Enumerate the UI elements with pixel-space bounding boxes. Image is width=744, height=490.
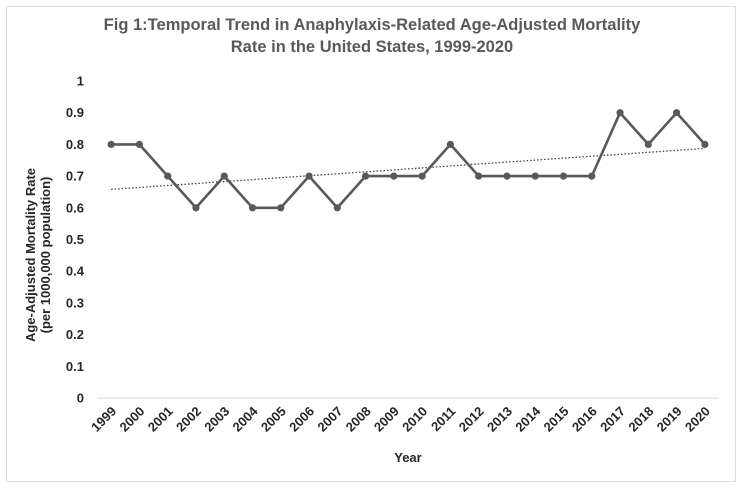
x-tick-label: 2015 — [541, 404, 572, 435]
data-point — [531, 172, 539, 180]
data-point — [192, 204, 200, 212]
data-point — [644, 140, 652, 148]
data-point — [361, 172, 370, 180]
x-tick-label: 2020 — [682, 404, 713, 435]
data-point — [305, 172, 313, 180]
data-point — [220, 172, 228, 180]
data-point — [701, 140, 709, 148]
data-point — [135, 140, 144, 148]
x-tick-label: 2019 — [654, 404, 685, 435]
data-point — [277, 204, 285, 212]
x-tick-label: 2003 — [201, 404, 232, 435]
y-tick-label: 0.2 — [66, 327, 84, 342]
x-tick-label: 2016 — [569, 404, 600, 435]
x-tick-label: 2006 — [286, 404, 317, 435]
x-tick-label: 2001 — [145, 404, 176, 435]
y-axis-label-line-1: Age-Adjusted Mortality Rate — [23, 168, 38, 342]
x-tick-label: 2012 — [456, 404, 487, 435]
y-tick-label: 0.6 — [66, 200, 84, 215]
y-axis-label-line-2: (per 1000,000 population) — [38, 177, 53, 334]
data-point — [559, 172, 568, 180]
x-tick-label: 1999 — [88, 404, 119, 435]
y-tick-label: 0.5 — [66, 232, 84, 247]
y-tick-label: 0.9 — [66, 105, 84, 120]
data-point — [446, 140, 455, 148]
data-point — [418, 172, 426, 180]
chart-frame — [6, 6, 736, 482]
y-tick-label: 0.8 — [66, 137, 84, 152]
chart-title-line-2: Rate in the United States, 1999-2020 — [230, 38, 514, 56]
x-tick-label: 2013 — [484, 404, 515, 435]
y-tick-label: 0 — [77, 391, 84, 406]
series-line — [111, 111, 706, 210]
x-axis-label: Year — [394, 450, 421, 465]
data-point — [333, 204, 341, 212]
data-point — [616, 109, 624, 117]
x-tick-label: 2004 — [230, 403, 262, 435]
x-tick-label: 2011 — [428, 404, 459, 435]
x-tick-label: 2008 — [343, 404, 374, 435]
chart-title: Fig 1:Temporal Trend in Anaphylaxis-Rela… — [0, 14, 744, 58]
x-tick-label: 2010 — [399, 404, 430, 435]
x-tick-label: 2000 — [116, 404, 147, 435]
x-tick-label: 2014 — [512, 403, 544, 435]
data-point — [107, 140, 115, 148]
x-axis-ticks: 1999200020012002200320042005200620072008… — [88, 403, 713, 435]
y-tick-label: 0.1 — [66, 359, 84, 374]
x-tick-label: 2007 — [314, 404, 345, 435]
y-tick-label: 0.4 — [66, 264, 85, 279]
chart-title-line-1: Fig 1:Temporal Trend in Anaphylaxis-Rela… — [103, 16, 641, 34]
data-point — [248, 204, 257, 212]
trendline — [111, 147, 705, 191]
data-point — [503, 172, 511, 180]
data-point — [672, 109, 681, 117]
series-group — [107, 109, 709, 212]
data-point — [164, 172, 172, 180]
y-tick-label: 0.3 — [66, 295, 84, 310]
y-tick-label: 0.7 — [66, 169, 84, 184]
x-tick-label: 2002 — [173, 404, 204, 435]
x-tick-label: 2005 — [258, 404, 289, 435]
x-tick-label: 2018 — [625, 404, 656, 435]
data-point — [390, 172, 398, 180]
y-axis-ticks: 0 0.1 0.2 0.3 0.4 0.5 0.6 0.7 0.8 0.9 1 — [66, 74, 85, 406]
x-tick-label: 2009 — [371, 404, 402, 435]
y-tick-label: 1 — [77, 74, 84, 89]
trendline-group — [111, 147, 705, 191]
data-point — [475, 172, 483, 180]
data-point — [588, 172, 596, 180]
x-tick-label: 2017 — [597, 404, 628, 435]
